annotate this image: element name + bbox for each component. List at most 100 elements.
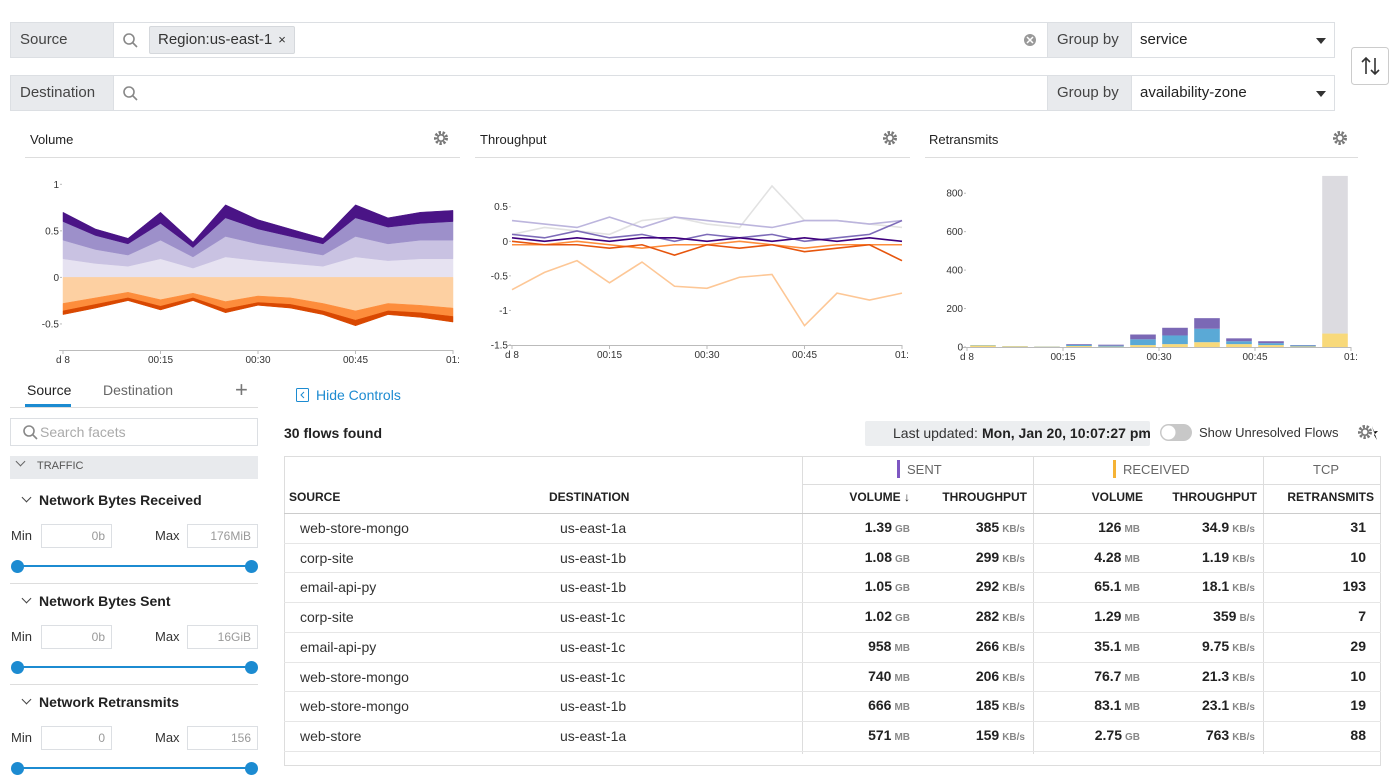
value: 18.1 [1202, 578, 1229, 594]
x-tick-label: 00:45 [343, 355, 368, 366]
group-header: TCP [1313, 462, 1339, 477]
value: 206 [976, 668, 999, 684]
column-header[interactable]: DESTINATION [549, 490, 629, 504]
facet-search[interactable]: Search facets [10, 418, 258, 446]
unit: MB [1124, 643, 1140, 654]
group-title[interactable]: Network Bytes Received [39, 492, 202, 508]
slider-handle[interactable] [11, 661, 24, 674]
row-rule [284, 691, 1381, 692]
column-header[interactable]: THROUGHPUT [942, 490, 1027, 504]
cell-source[interactable]: web-store [300, 728, 361, 744]
y-tick-label: 0.5 [494, 202, 508, 213]
value: 185 [976, 697, 999, 713]
cell-source[interactable]: email-api-py [300, 639, 376, 655]
group-title[interactable]: Network Bytes Sent [39, 593, 170, 609]
unit: MB [1124, 702, 1140, 713]
hide-icon[interactable] [297, 389, 309, 402]
group-title[interactable]: Network Retransmits [39, 694, 179, 710]
value: 126 [1098, 519, 1121, 535]
slider-handle[interactable] [245, 661, 258, 674]
column-header[interactable]: VOLUME ↓ [849, 490, 910, 504]
bar-segment [1226, 338, 1252, 341]
slider-handle[interactable] [245, 762, 258, 775]
cell-source[interactable]: web-store-mongo [300, 669, 409, 685]
unit: MB [1124, 554, 1140, 565]
unit: MB [894, 732, 910, 743]
line-series [512, 261, 902, 326]
value: 159 [976, 727, 999, 743]
cell-source[interactable]: email-api-py [300, 579, 376, 595]
max-input[interactable]: 16GiB [187, 625, 258, 649]
unit: KB/s [1232, 673, 1255, 684]
bar-segment [1130, 339, 1156, 345]
bar-segment [1290, 345, 1316, 346]
row-rule [284, 632, 1381, 633]
updated-value: Mon, Jan 20, 10:07:27 pm [982, 425, 1151, 441]
min-input[interactable]: 0b [41, 524, 112, 548]
value: 35.1 [1094, 638, 1121, 654]
bar-segment [1066, 345, 1092, 346]
cell-retransmits: 29 [1350, 638, 1366, 654]
bar-segment [1130, 345, 1156, 347]
add-tab[interactable]: + [235, 377, 248, 403]
bar-segment [1258, 343, 1284, 345]
column-header[interactable]: RETRANSMITS [1287, 490, 1374, 504]
column-header[interactable]: VOLUME [1092, 490, 1143, 504]
slider-handle[interactable] [245, 560, 258, 573]
cell-source[interactable]: web-store-mongo [300, 698, 409, 714]
x-tick-label: d 8 [505, 350, 519, 361]
max-input[interactable]: 156 [187, 726, 258, 750]
bar-segment [1130, 335, 1156, 340]
line-series [512, 217, 902, 227]
toggle-label[interactable]: Show Unresolved Flows [1199, 425, 1338, 440]
unit: KB/s [1232, 554, 1255, 565]
filter-tag[interactable]: Region:us-east-1 × [149, 26, 295, 54]
bar-segment [970, 345, 996, 347]
hide-controls[interactable]: Hide Controls [316, 387, 401, 403]
x-tick-label: 00:45 [1242, 352, 1267, 363]
facet-tab[interactable]: Destination [103, 382, 173, 398]
x-tick-label: 00:45 [792, 350, 817, 361]
group-select[interactable]: availability-zone [1131, 75, 1335, 111]
swap-button[interactable] [1352, 48, 1389, 85]
cell-retransmits: 19 [1350, 697, 1366, 713]
cell-source[interactable]: web-store-mongo [300, 520, 409, 536]
bar-segment [1290, 346, 1316, 347]
tag-text: Region:us-east-1 [158, 31, 272, 48]
slider-handle[interactable] [11, 560, 24, 573]
column-header[interactable]: SOURCE [289, 490, 340, 504]
filter-search[interactable] [113, 75, 1048, 111]
min-input[interactable]: 0 [41, 726, 112, 750]
row-rule [284, 543, 1381, 544]
cell-source[interactable]: corp-site [300, 550, 354, 566]
tag-close[interactable]: × [278, 32, 286, 47]
value: 1.08 [865, 549, 892, 565]
bar-segment [1066, 346, 1092, 347]
group-select[interactable]: service [1131, 22, 1335, 58]
unit: KB/s [1002, 554, 1025, 565]
max-label: Max [155, 730, 180, 745]
value: 1.05 [865, 578, 892, 594]
bar-segment [1098, 346, 1124, 347]
slider-handle[interactable] [11, 762, 24, 775]
value: 1.02 [865, 608, 892, 624]
cell-source[interactable]: corp-site [300, 609, 354, 625]
group-by-label: Group by [1047, 22, 1132, 58]
x-tick-label: 00:15 [148, 355, 173, 366]
y-tick-label: 600 [946, 227, 963, 238]
cell-retransmits: 7 [1358, 608, 1366, 624]
facet-tab[interactable]: Source [27, 382, 71, 398]
flow-count: 30 flows found [284, 425, 382, 441]
min-input[interactable]: 0b [41, 625, 112, 649]
group-rule [10, 684, 258, 685]
bar-segment [1322, 334, 1348, 347]
column-header[interactable]: THROUGHPUT [1172, 490, 1257, 504]
bar-segment [1162, 344, 1188, 347]
max-input[interactable]: 176MiB [187, 524, 258, 548]
filter-label: Destination [10, 75, 114, 111]
